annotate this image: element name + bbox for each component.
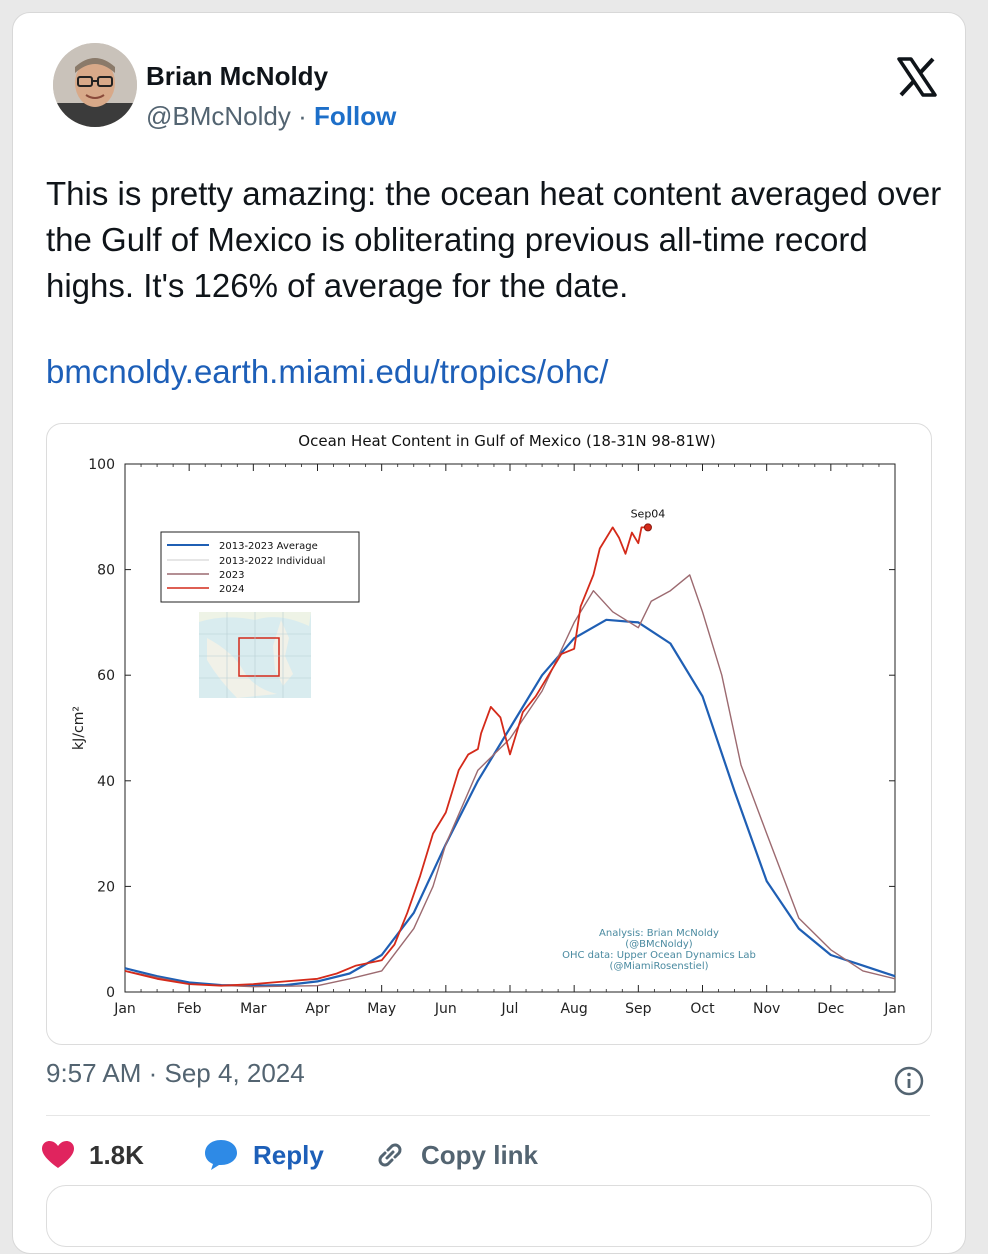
ohc-chart: Ocean Heat Content in Gulf of Mexico (18…	[71, 432, 906, 1017]
y-tick-label: 0	[106, 985, 115, 1001]
legend-entry-individual: 2013-2022 Individual	[219, 556, 325, 567]
x-tick-label: Feb	[177, 1001, 202, 1017]
latest-point-marker	[643, 523, 652, 532]
x-logo-icon[interactable]	[893, 53, 941, 101]
chart-legend: 2013-2023 Average 2013-2022 Individual 2…	[160, 531, 360, 603]
series-line-2024	[124, 526, 648, 987]
y-axis-label: kJ/cm²	[71, 706, 87, 750]
like-button[interactable]: 1.8K	[41, 1133, 144, 1177]
y-tick-label: 80	[97, 563, 115, 579]
handle-separator: ·	[298, 101, 307, 131]
divider	[46, 1115, 930, 1116]
author-name[interactable]: Brian McNoldy	[146, 61, 329, 91]
chart-credits: Analysis: Brian McNoldy (@BMcNoldy) OHC …	[562, 928, 756, 972]
info-icon[interactable]	[893, 1065, 925, 1097]
x-tick-label: Sep	[625, 1001, 652, 1017]
tweet-timestamp[interactable]: 9:57 AM · Sep 4, 2024	[46, 1058, 305, 1088]
series-line-2023	[124, 574, 896, 988]
legend-entry-2023: 2023	[219, 570, 244, 581]
chart-series-layer: Sep04	[124, 507, 896, 988]
x-tick-label: Mar	[240, 1001, 267, 1017]
tweet-card: Brian McNoldy @BMcNoldy · Follow This is…	[12, 12, 966, 1254]
credit-line-4: (@MiamiRosenstiel)	[609, 961, 708, 972]
marker-label: Sep04	[631, 507, 666, 520]
x-tick-label: Nov	[753, 1001, 780, 1017]
y-tick-label: 40	[97, 774, 115, 790]
tweet-media-chart[interactable]: Ocean Heat Content in Gulf of Mexico (18…	[46, 423, 932, 1045]
x-tick-label: Jan	[883, 1001, 906, 1017]
reply-label: Reply	[253, 1139, 324, 1170]
x-tick-label: May	[367, 1001, 396, 1017]
avatar-image	[53, 43, 137, 127]
link-icon	[378, 1143, 402, 1167]
x-tick-label: Oct	[690, 1001, 715, 1017]
reply-button[interactable]: Reply	[203, 1133, 324, 1177]
credit-line-2: (@BMcNoldy)	[625, 939, 693, 950]
x-tick-label: Apr	[305, 1001, 329, 1017]
credit-line-3: OHC data: Upper Ocean Dynamics Lab	[562, 950, 756, 961]
heart-icon	[42, 1141, 74, 1168]
tweet-text: This is pretty amazing: the ocean heat c…	[46, 175, 942, 304]
x-tick-label: Jul	[501, 1001, 519, 1017]
y-tick-label: 100	[88, 457, 115, 473]
chart-title: Ocean Heat Content in Gulf of Mexico (18…	[298, 432, 715, 450]
legend-entry-average: 2013-2023 Average	[219, 541, 318, 552]
x-tick-label: Jun	[434, 1001, 457, 1017]
follow-button[interactable]: Follow	[314, 101, 397, 131]
author-handle[interactable]: @BMcNoldy	[146, 101, 291, 131]
author-handle-row: @BMcNoldy · Follow	[146, 101, 396, 132]
legend-entry-2024: 2024	[219, 584, 244, 595]
y-tick-label: 60	[97, 668, 115, 684]
x-tick-label: Aug	[560, 1001, 587, 1017]
copy-link-button[interactable]: Copy link	[373, 1133, 538, 1177]
series-line-2013-2023-average	[124, 618, 896, 987]
avatar[interactable]	[53, 43, 137, 127]
x-tick-label: Jan	[113, 1001, 136, 1017]
y-tick-label: 20	[97, 879, 115, 895]
region-map-inset	[199, 612, 311, 698]
like-count: 1.8K	[89, 1139, 144, 1170]
read-replies-box[interactable]	[46, 1185, 932, 1247]
speech-bubble-icon	[205, 1140, 237, 1170]
tweet-link[interactable]: bmcnoldy.earth.miami.edu/tropics/ohc/	[46, 353, 609, 390]
copy-link-label: Copy link	[421, 1139, 539, 1170]
x-tick-label: Dec	[817, 1001, 844, 1017]
credit-line-1: Analysis: Brian McNoldy	[599, 928, 719, 939]
